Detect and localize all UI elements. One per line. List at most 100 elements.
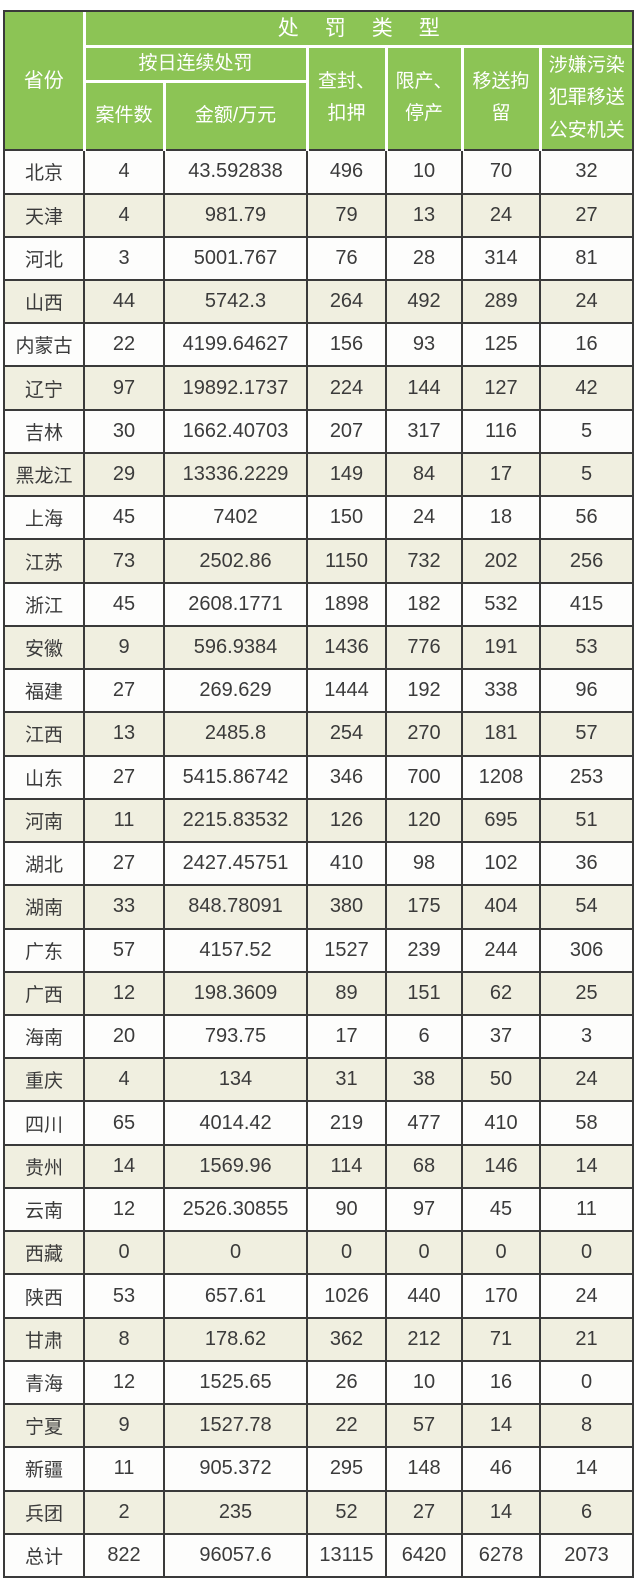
- header-detention: 移送拘 留: [460, 44, 542, 152]
- header-seizure: 查封、 扣押: [305, 44, 388, 152]
- cell-value: 43.592838: [163, 149, 308, 195]
- cell-value: 269.629: [163, 668, 308, 714]
- table-row: 江苏 73 2502.86 1150 732 202 256: [5, 538, 633, 584]
- cell-province: 黑龙江: [5, 451, 85, 498]
- cell-value: 57: [385, 1403, 463, 1449]
- table-row-total: 总计 822 96057.6 13115 6420 6278 2073: [5, 1532, 633, 1576]
- table-row: 云南 12 2526.30855 90 97 45 11: [5, 1186, 633, 1233]
- cell-value: 198.3609: [163, 970, 308, 1016]
- cell-province: 西藏: [5, 1230, 85, 1276]
- table-row: 西藏 0 0 0 0 0 0: [5, 1230, 633, 1276]
- cell-value: 149: [306, 451, 387, 498]
- header-row-2: 按日连续处罚 查封、 扣押 限产、 停产 移送拘 留 涉嫌污染 犯罪移送 公安机…: [5, 44, 633, 152]
- cell-value: 492: [385, 278, 463, 325]
- cell-value: 11: [83, 1446, 165, 1492]
- cell-value: 32: [538, 149, 633, 195]
- cell-value: 102: [461, 841, 541, 887]
- cell-province: 重庆: [5, 1057, 85, 1103]
- cell-value: 38: [385, 1057, 463, 1103]
- cell-value: 79: [306, 192, 387, 238]
- cell-value: 27: [385, 1489, 463, 1535]
- table-row: 陕西 53 657.61 1026 440 170 24: [5, 1273, 633, 1319]
- table-row: 黑龙江 29 13336.2229 149 84 17 5: [5, 451, 633, 498]
- cell-value: 0: [538, 1230, 633, 1276]
- cell-province: 福建: [5, 668, 85, 714]
- cell-value: 477: [385, 1100, 463, 1146]
- cell-value: 4199.64627: [163, 322, 308, 368]
- cell-value: 51: [538, 797, 633, 844]
- cell-value: 90: [306, 1186, 387, 1233]
- table-row: 辽宁 97 19892.1737 224 144 127 42: [5, 365, 633, 411]
- cell-value: 14: [538, 1143, 633, 1189]
- cell-value: 270: [385, 711, 463, 757]
- header-penalty-type: 处罚类型: [82, 12, 633, 48]
- header-row-1: 省份 处罚类型: [5, 12, 633, 152]
- cell-value: 224: [306, 365, 387, 411]
- cell-value: 700: [385, 754, 463, 800]
- cell-value: 14: [83, 1143, 165, 1189]
- cell-value: 4: [83, 149, 165, 195]
- cell-value: 244: [461, 927, 541, 973]
- cell-value: 89: [306, 970, 387, 1016]
- cell-value: 4157.52: [163, 927, 308, 973]
- cell-province: 辽宁: [5, 365, 85, 411]
- cell-province: 安徽: [5, 624, 85, 671]
- cell-value: 14: [538, 1446, 633, 1492]
- cell-value: 37: [461, 1013, 541, 1060]
- cell-value: 150: [306, 495, 387, 541]
- cell-value: 202: [461, 538, 541, 584]
- cell-value: 12: [83, 1186, 165, 1233]
- cell-value: 170: [461, 1273, 541, 1319]
- cell-value: 1569.96: [163, 1143, 308, 1189]
- cell-value: 6: [385, 1013, 463, 1060]
- cell-value: 28: [385, 235, 463, 282]
- cell-value: 235: [163, 1489, 308, 1535]
- cell-value: 54: [538, 884, 633, 930]
- cell-value: 27: [83, 754, 165, 800]
- table-row: 江西 13 2485.8 254 270 181 57: [5, 711, 633, 757]
- cell-value: 27: [83, 841, 165, 887]
- cell-value: 410: [306, 841, 387, 887]
- cell-province: 湖南: [5, 884, 85, 930]
- penalty-table-container: 省份 处罚类型 按日连续处罚 查封、 扣押 限产、 停产 移送拘 留 涉嫌污染 …: [3, 10, 634, 1578]
- cell-value: 5: [538, 408, 633, 454]
- table-row: 贵州 14 1569.96 114 68 146 14: [5, 1143, 633, 1189]
- cell-value: 5415.86742: [163, 754, 308, 800]
- cell-value: 25: [538, 970, 633, 1016]
- cell-province: 山东: [5, 754, 85, 800]
- table-row: 北京 4 43.592838 496 10 70 32: [5, 149, 633, 195]
- cell-value: 19892.1737: [163, 365, 308, 411]
- table-row: 甘肃 8 178.62 362 212 71 21: [5, 1316, 633, 1362]
- cell-value: 212: [385, 1316, 463, 1362]
- cell-value: 532: [461, 581, 541, 627]
- cell-value: 53: [83, 1273, 165, 1319]
- cell-value: 2073: [538, 1532, 633, 1576]
- cell-province: 湖北: [5, 841, 85, 887]
- table-row: 新疆 11 905.372 295 148 46 14: [5, 1446, 633, 1492]
- cell-value: 14: [461, 1489, 541, 1535]
- cell-value: 239: [385, 927, 463, 973]
- cell-province: 贵州: [5, 1143, 85, 1189]
- cell-value: 306: [538, 927, 633, 973]
- cell-value: 18: [461, 495, 541, 541]
- cell-province: 宁夏: [5, 1403, 85, 1449]
- cell-value: 6278: [461, 1532, 541, 1576]
- cell-value: 116: [461, 408, 541, 454]
- cell-value: 62: [461, 970, 541, 1016]
- cell-value: 84: [385, 451, 463, 498]
- cell-province: 海南: [5, 1013, 85, 1060]
- cell-value: 4: [83, 1057, 165, 1103]
- cell-province: 内蒙古: [5, 322, 85, 368]
- cell-value: 22: [83, 322, 165, 368]
- header-province: 省份: [5, 12, 86, 152]
- cell-province: 四川: [5, 1100, 85, 1146]
- table-row: 浙江 45 2608.1771 1898 182 532 415: [5, 581, 633, 627]
- cell-value: 144: [385, 365, 463, 411]
- table-row: 内蒙古 22 4199.64627 156 93 125 16: [5, 322, 633, 368]
- cell-value: 76: [306, 235, 387, 282]
- cell-value: 120: [385, 797, 463, 844]
- cell-value: 415: [538, 581, 633, 627]
- cell-value: 5: [538, 451, 633, 498]
- cell-province: 广东: [5, 927, 85, 973]
- cell-value: 114: [306, 1143, 387, 1189]
